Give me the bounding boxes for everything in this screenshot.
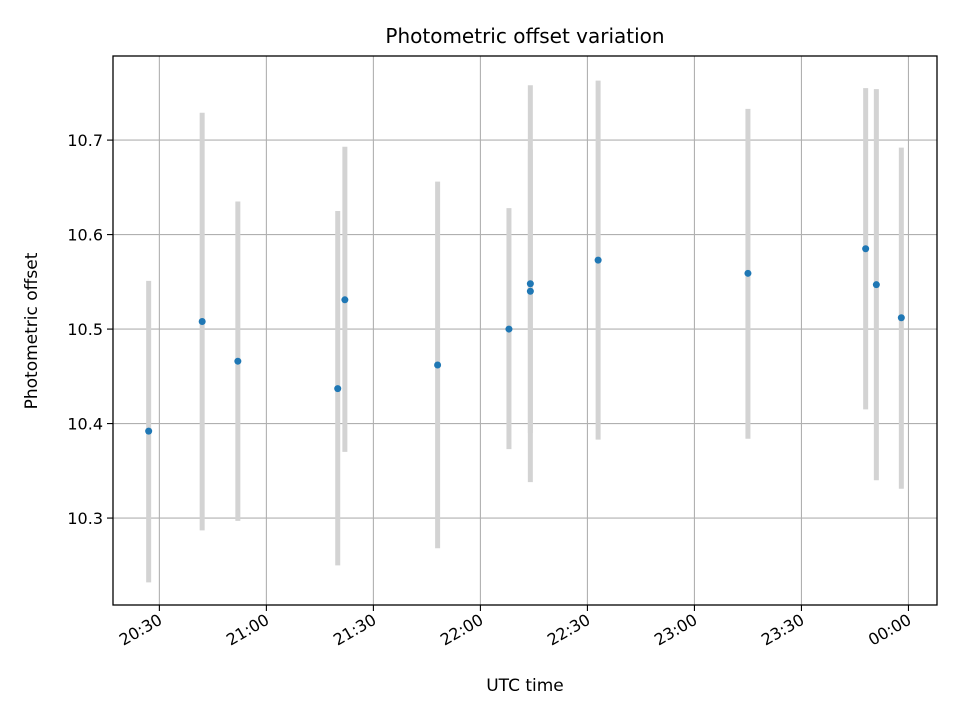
x-tick-label: 21:00 [223,610,272,650]
data-point [145,427,153,435]
y-tick-label: 10.5 [67,320,103,339]
data-points [145,245,905,435]
y-tick-label: 10.6 [67,226,103,245]
y-tick-label: 10.4 [67,415,103,434]
data-point [526,287,534,295]
x-tick-label: 22:00 [437,610,486,650]
data-point [505,325,513,333]
grid [113,56,937,605]
data-point [744,269,752,277]
x-tick-label: 00:00 [865,610,914,650]
data-point [594,256,602,264]
y-axis-ticks: 10.3 10.4 10.5 10.6 10.7 [67,131,113,528]
data-point [198,318,206,326]
x-tick-label: 23:00 [651,610,700,650]
y-tick-label: 10.7 [67,131,103,150]
data-point [897,314,905,322]
data-point [872,281,880,289]
y-axis-title: Photometric offset [22,252,42,409]
x-axis-title: UTC time [486,676,564,696]
data-point [334,385,342,393]
x-tick-label: 23:30 [758,610,807,650]
x-axis-ticks: 20:30 21:00 21:30 22:00 22:30 23:00 23:30 00:00 [116,605,914,650]
data-point [862,245,870,253]
x-tick-label: 22:30 [544,610,593,650]
data-point [341,296,349,304]
plot-frame [112,55,938,606]
y-tick-label: 10.3 [67,509,103,528]
error-bars [146,80,904,583]
data-point [234,357,242,365]
x-tick-label: 20:30 [116,610,165,650]
x-tick-label: 21:30 [330,610,379,650]
data-point [434,361,442,369]
chart-title: Photometric offset variation [385,24,664,48]
data-point [526,280,534,288]
